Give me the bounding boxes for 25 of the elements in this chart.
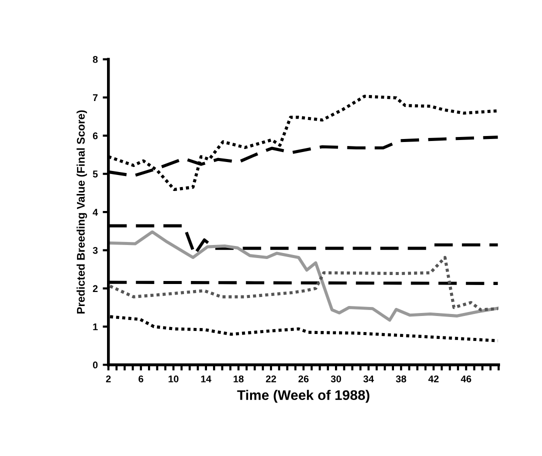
y-tick-label: 3 xyxy=(92,246,98,254)
x-tick-label: 18 xyxy=(234,375,244,382)
y-axis-title: Predicted Breeding Value (Final Score) xyxy=(76,110,88,314)
y-tick-label: 5 xyxy=(92,170,98,178)
x-tick-label: 30 xyxy=(330,375,342,382)
x-tick-label: 42 xyxy=(428,375,439,382)
x-tick-label: 38 xyxy=(396,375,406,382)
y-tick-label: 1 xyxy=(93,323,98,330)
x-tick-label: 46 xyxy=(460,375,472,382)
x-tick-label: 22 xyxy=(266,375,276,382)
x-tick-label: 26 xyxy=(298,375,309,382)
x-tick-label: 14 xyxy=(201,376,212,382)
y-tick-label: 0 xyxy=(92,362,98,368)
y-tick-label: 2 xyxy=(92,285,98,292)
y-tick-label: 6 xyxy=(92,132,98,140)
line-series xyxy=(108,256,499,312)
y-tick-label: 7 xyxy=(92,94,98,101)
x-tick-label: 6 xyxy=(138,375,144,382)
x-axis-title: Time (Week of 1988) xyxy=(237,390,370,403)
x-tick-label: 2 xyxy=(106,375,111,382)
x-tick-label: 10 xyxy=(168,375,178,382)
line-series xyxy=(108,230,499,322)
y-tick-label: 8 xyxy=(92,56,98,63)
y-tick-label: 4 xyxy=(92,208,98,216)
x-tick-label: 34 xyxy=(363,375,374,382)
